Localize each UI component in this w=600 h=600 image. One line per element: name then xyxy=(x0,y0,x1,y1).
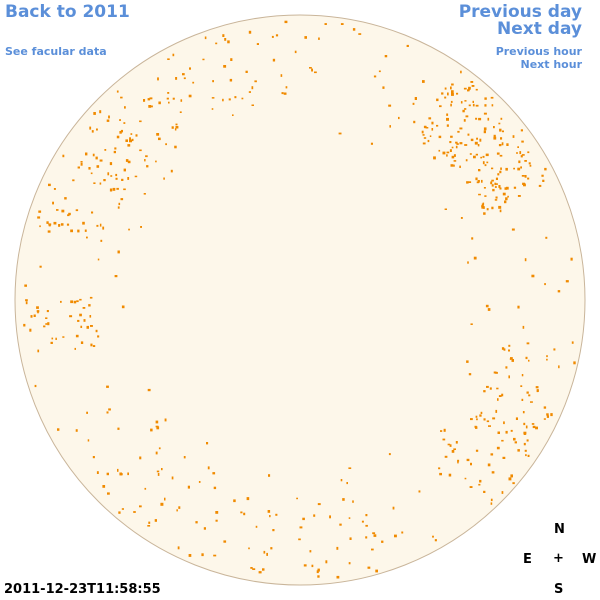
next-hour-link[interactable]: Next hour xyxy=(520,58,583,71)
faculae-layer xyxy=(23,20,576,579)
compass-east-label: E xyxy=(523,552,532,567)
see-facular-data-link[interactable]: See facular data xyxy=(5,45,107,58)
sun-disk-circle xyxy=(14,14,586,586)
compass-west-label: W xyxy=(582,552,597,567)
previous-day-link[interactable]: Previous day xyxy=(458,2,582,22)
compass-south-label: S xyxy=(554,582,564,597)
back-to-year-link[interactable]: Back to 2011 xyxy=(5,2,130,22)
next-day-link[interactable]: Next day xyxy=(497,19,582,39)
compass-center-mark: + xyxy=(553,551,564,566)
observation-timestamp: 2011-12-23T11:58:55 xyxy=(4,582,161,597)
compass-north-label: N xyxy=(554,522,565,537)
previous-hour-link[interactable]: Previous hour xyxy=(495,45,582,58)
